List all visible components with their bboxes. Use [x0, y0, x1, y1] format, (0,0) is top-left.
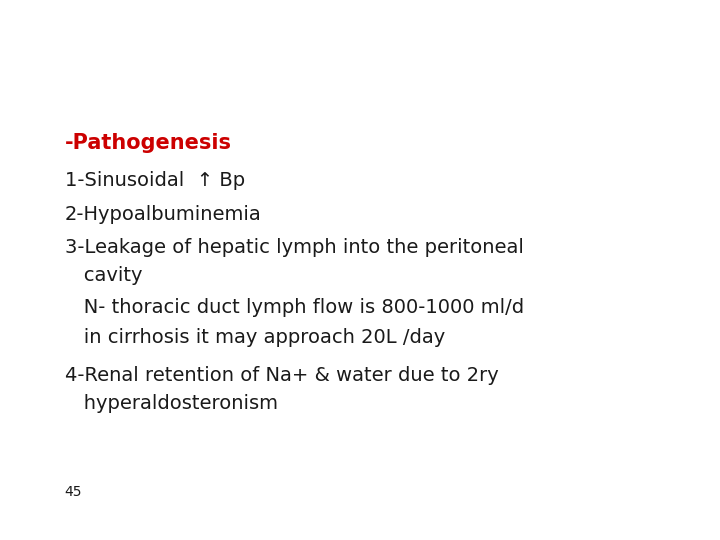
Text: 2-Hypoalbuminemia: 2-Hypoalbuminemia — [65, 205, 261, 224]
Text: 3-Leakage of hepatic lymph into the peritoneal: 3-Leakage of hepatic lymph into the peri… — [65, 238, 523, 258]
Text: hyperaldosteronism: hyperaldosteronism — [65, 394, 278, 414]
Text: cavity: cavity — [65, 266, 143, 285]
Text: 4-Renal retention of Na+ & water due to 2ry: 4-Renal retention of Na+ & water due to … — [65, 366, 498, 385]
Text: 1-Sinusoidal  ↑ Bp: 1-Sinusoidal ↑ Bp — [65, 171, 245, 191]
Text: -Pathogenesis: -Pathogenesis — [65, 133, 232, 153]
Text: in cirrhosis it may approach 20L /day: in cirrhosis it may approach 20L /day — [65, 328, 445, 347]
Text: N- thoracic duct lymph flow is 800-1000 ml/d: N- thoracic duct lymph flow is 800-1000 … — [65, 298, 524, 318]
Text: 45: 45 — [65, 485, 82, 500]
